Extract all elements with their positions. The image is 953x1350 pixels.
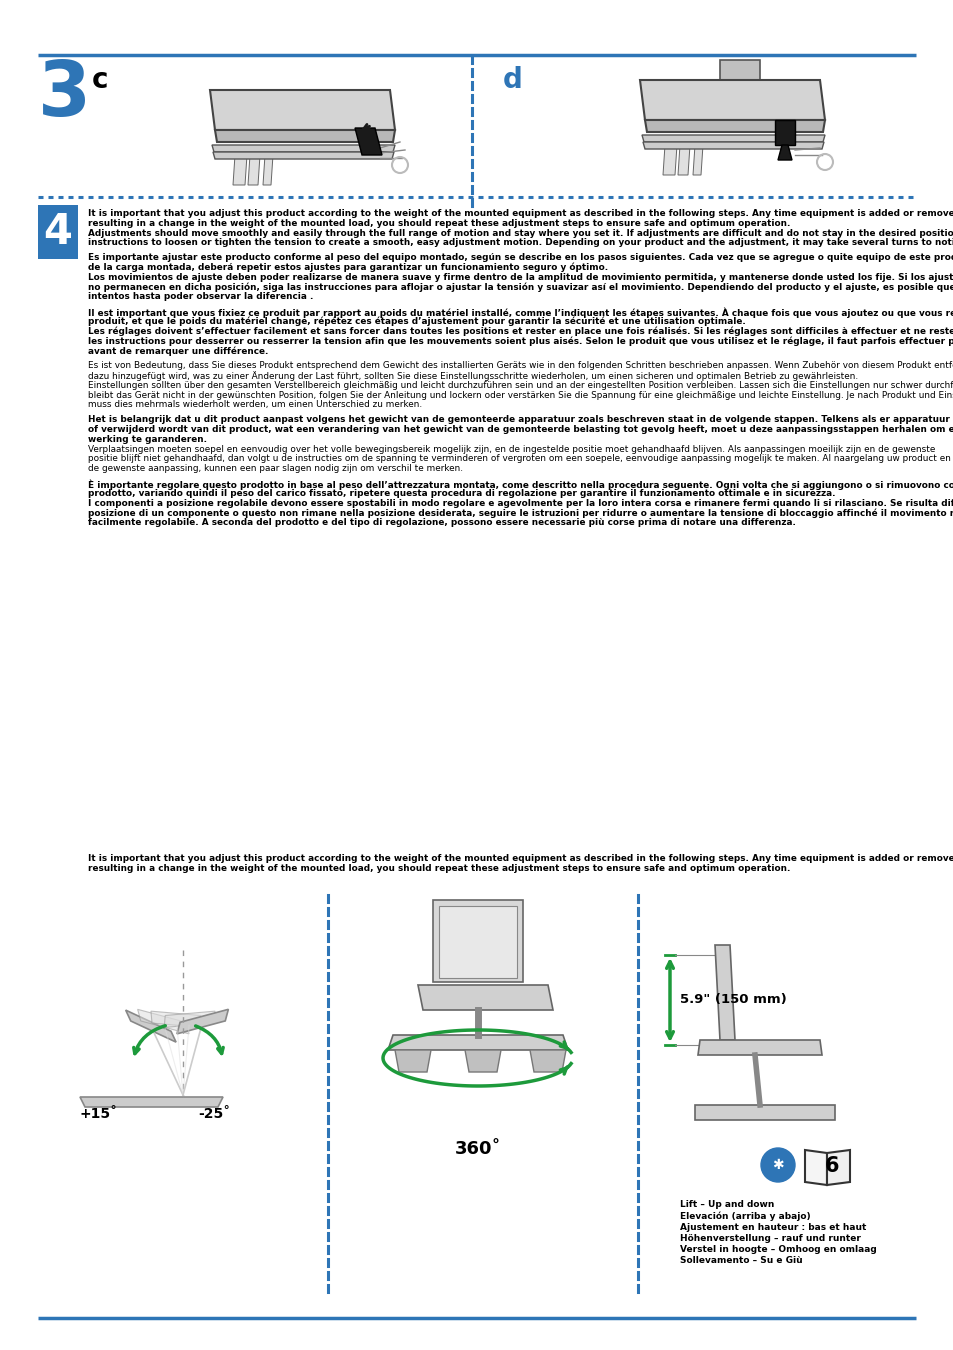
Text: I componenti a posizione regolabile devono essere spostabili in modo regolare e : I componenti a posizione regolabile devo…	[88, 498, 953, 508]
Text: prodotto, variando quindi il peso del carico fissato, ripetere questa procedura : prodotto, variando quindi il peso del ca…	[88, 489, 835, 498]
Text: È importante regolare questo prodotto in base al peso dell’attrezzatura montata,: È importante regolare questo prodotto in…	[88, 479, 953, 490]
Polygon shape	[530, 1050, 565, 1072]
Text: It is important that you adjust this product according to the weight of the moun: It is important that you adjust this pro…	[88, 855, 953, 863]
Text: dazu hinzugefügt wird, was zu einer Änderung der Last führt, sollten Sie diese E: dazu hinzugefügt wird, was zu einer Ände…	[88, 371, 858, 381]
Polygon shape	[804, 1150, 826, 1185]
Polygon shape	[642, 142, 823, 148]
Polygon shape	[355, 128, 381, 155]
Text: +15˚: +15˚	[80, 1107, 118, 1120]
Polygon shape	[714, 945, 734, 1040]
Text: Het is belangrijk dat u dit product aanpast volgens het gewicht van de gemonteer: Het is belangrijk dat u dit product aanp…	[88, 416, 953, 424]
Polygon shape	[395, 1050, 431, 1072]
Polygon shape	[214, 130, 395, 142]
Text: Sollevamento – Su e Giù: Sollevamento – Su e Giù	[679, 1257, 801, 1265]
Text: facilmente regolabile. A seconda del prodotto e del tipo di regolazione, possono: facilmente regolabile. A seconda del pro…	[88, 518, 795, 528]
Text: produit, et que le poids du matériel change, répétez ces étapes d’ajustement pou: produit, et que le poids du matériel cha…	[88, 317, 745, 327]
Polygon shape	[213, 153, 394, 159]
Polygon shape	[417, 986, 553, 1010]
Text: Höhenverstellung – rauf und runter: Höhenverstellung – rauf und runter	[679, 1234, 860, 1243]
Text: 360˚: 360˚	[455, 1139, 500, 1158]
Text: bleibt das Gerät nicht in der gewünschten Position, folgen Sie der Anleitung und: bleibt das Gerät nicht in der gewünschte…	[88, 390, 953, 400]
Text: instructions to loosen or tighten the tension to create a smooth, easy adjustmen: instructions to loosen or tighten the te…	[88, 239, 953, 247]
Polygon shape	[720, 59, 760, 80]
Polygon shape	[210, 90, 395, 130]
Text: of verwijderd wordt van dit product, wat een verandering van het gewicht van de : of verwijderd wordt van dit product, wat…	[88, 425, 953, 433]
Polygon shape	[826, 1150, 849, 1185]
Text: resulting in a change in the weight of the mounted load, you should repeat these: resulting in a change in the weight of t…	[88, 219, 789, 228]
Polygon shape	[698, 1040, 821, 1054]
Polygon shape	[263, 155, 273, 185]
Text: Verstel in hoogte – Omhoog en omlaag: Verstel in hoogte – Omhoog en omlaag	[679, 1245, 876, 1254]
Bar	[38, 205, 78, 259]
Polygon shape	[177, 1010, 228, 1034]
Text: 3: 3	[38, 58, 91, 132]
Text: posizione di un componente o questo non rimane nella posizione desiderata, segui: posizione di un componente o questo non …	[88, 509, 953, 518]
Polygon shape	[212, 144, 395, 153]
Text: Verplaatsingen moeten soepel en eenvoudig over het volle bewegingsbereik mogelij: Verplaatsingen moeten soepel en eenvoudi…	[88, 444, 934, 454]
Text: positie blijft niet gehandhaafd, dan volgt u de instructies om de spanning te ve: positie blijft niet gehandhaafd, dan vol…	[88, 455, 950, 463]
Text: Elevación (arriba y abajo): Elevación (arriba y abajo)	[679, 1211, 810, 1220]
Text: werking te garanderen.: werking te garanderen.	[88, 435, 207, 444]
Text: 5.9" (150 mm): 5.9" (150 mm)	[679, 994, 786, 1007]
Polygon shape	[233, 155, 247, 185]
Polygon shape	[248, 155, 260, 185]
Text: les instructions pour desserrer ou resserrer la tension afin que les mouvements : les instructions pour desserrer ou resse…	[88, 336, 953, 346]
Polygon shape	[778, 144, 791, 161]
Text: de gewenste aanpassing, kunnen een paar slagen nodig zijn om verschil te merken.: de gewenste aanpassing, kunnen een paar …	[88, 464, 462, 474]
Text: It is important that you adjust this product according to the weight of the moun: It is important that you adjust this pro…	[88, 209, 953, 217]
Polygon shape	[662, 144, 677, 176]
Polygon shape	[126, 1010, 176, 1042]
Polygon shape	[151, 1011, 202, 1027]
Polygon shape	[164, 1011, 214, 1027]
Polygon shape	[678, 144, 689, 176]
Text: Lift – Up and down: Lift – Up and down	[679, 1200, 774, 1210]
Text: no permanecen en dicha posición, siga las instrucciones para aflojar o ajustar l: no permanecen en dicha posición, siga la…	[88, 282, 953, 292]
Text: Adjustments should move smoothly and easily through the full range of motion and: Adjustments should move smoothly and eas…	[88, 228, 953, 238]
Polygon shape	[433, 900, 522, 981]
Text: Il est important que vous fixiez ce produit par rapport au poids du matériel ins: Il est important que vous fixiez ce prod…	[88, 308, 953, 317]
Circle shape	[760, 1148, 794, 1183]
Text: resulting in a change in the weight of the mounted load, you should repeat these: resulting in a change in the weight of t…	[88, 864, 789, 873]
Text: Les réglages doivent s’effectuer facilement et sans forcer dans toutes les posit: Les réglages doivent s’effectuer facilem…	[88, 327, 953, 336]
Polygon shape	[641, 135, 824, 142]
Text: intentos hasta poder observar la diferencia .: intentos hasta poder observar la diferen…	[88, 293, 313, 301]
Polygon shape	[639, 80, 824, 120]
Text: 6: 6	[824, 1156, 839, 1176]
Polygon shape	[692, 144, 702, 176]
Text: Es ist von Bedeutung, dass Sie dieses Produkt entsprechend dem Gewicht des insta: Es ist von Bedeutung, dass Sie dieses Pr…	[88, 362, 953, 370]
Polygon shape	[80, 1098, 223, 1107]
Text: d: d	[502, 66, 522, 95]
Polygon shape	[438, 906, 517, 977]
Polygon shape	[388, 1035, 567, 1050]
Text: Es importante ajustar este producto conforme al peso del equipo montado, según s: Es importante ajustar este producto conf…	[88, 254, 953, 262]
Text: c: c	[91, 66, 109, 95]
Text: de la carga montada, deberá repetir estos ajustes para garantizar un funcionamie: de la carga montada, deberá repetir esto…	[88, 263, 607, 273]
Text: ✱: ✱	[771, 1158, 783, 1172]
Polygon shape	[695, 1106, 834, 1120]
Polygon shape	[137, 1010, 189, 1034]
Text: avant de remarquer une différence.: avant de remarquer une différence.	[88, 347, 268, 356]
Text: -25˚: -25˚	[198, 1107, 230, 1120]
Text: Ajustement en hauteur : bas et haut: Ajustement en hauteur : bas et haut	[679, 1223, 865, 1231]
Polygon shape	[774, 120, 794, 144]
Text: muss dies mehrmals wiederholt werden, um einen Unterschied zu merken.: muss dies mehrmals wiederholt werden, um…	[88, 401, 421, 409]
Polygon shape	[464, 1050, 500, 1072]
Text: 4: 4	[44, 211, 72, 252]
Polygon shape	[644, 120, 824, 132]
Text: Einstellungen sollten über den gesamten Verstellbereich gleichmäßig und leicht d: Einstellungen sollten über den gesamten …	[88, 381, 953, 390]
Text: Los movimientos de ajuste deben poder realizarse de manera suave y firme dentro : Los movimientos de ajuste deben poder re…	[88, 273, 953, 282]
